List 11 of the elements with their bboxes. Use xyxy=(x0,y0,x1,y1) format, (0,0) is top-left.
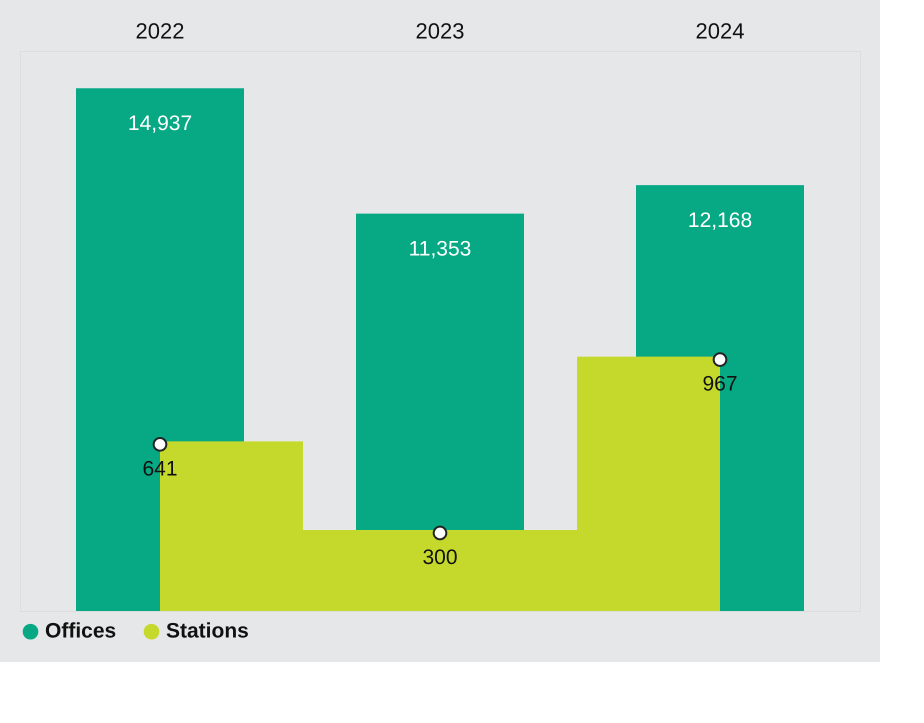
data-label: 641 xyxy=(142,457,178,480)
x-tick-label: 2022 xyxy=(136,18,184,44)
data-label: 14,937 xyxy=(128,112,192,136)
data-label: 300 xyxy=(422,546,458,569)
legend-label: Stations xyxy=(166,620,249,643)
data-label: 12,168 xyxy=(688,209,752,232)
data-label: 967 xyxy=(702,372,738,396)
x-tick-label: 2024 xyxy=(696,18,744,44)
data-label: 11,353 xyxy=(408,238,472,261)
legend-label: Offices xyxy=(45,620,116,643)
x-tick-label: 2023 xyxy=(416,18,464,44)
